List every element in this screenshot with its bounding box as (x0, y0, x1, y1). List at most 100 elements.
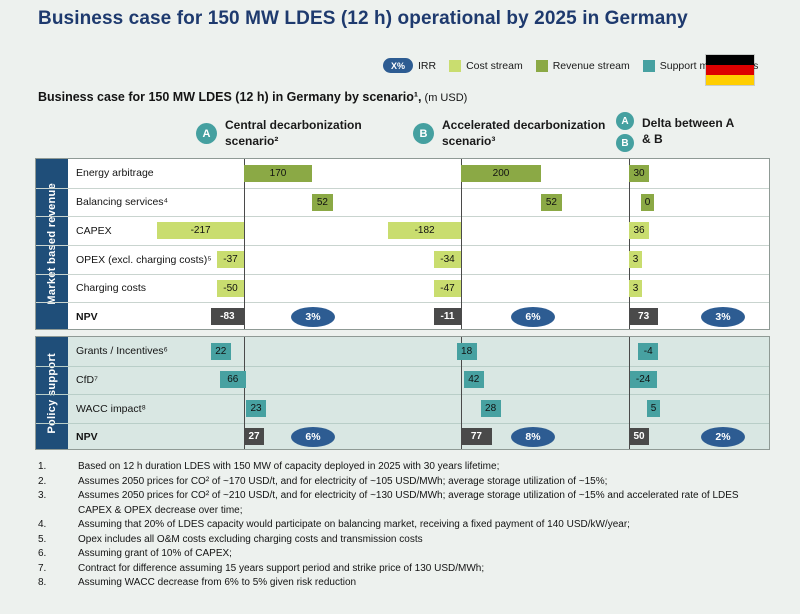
bar-support: 18 (456, 342, 477, 360)
footnote-text: Assuming that 20% of LDES capacity would… (78, 519, 630, 530)
irr-badge: 2% (701, 426, 745, 447)
cost-swatch-icon (449, 59, 462, 72)
section-market-based-revenue: Market based revenue Energy arbitrage Bala… (35, 158, 770, 330)
footnote-number: 7. (38, 562, 47, 574)
irr-badge: 3% (701, 306, 745, 327)
chart-row: OPEX (excl. charging costs)⁵ (36, 245, 769, 274)
bar-cost: 36 (629, 222, 649, 240)
bar-cost: -182 (388, 222, 461, 240)
bar-revenue: 0 (641, 193, 654, 211)
flag-stripe (706, 75, 754, 85)
scenario-a-title: Central decarbonization scenario² (225, 118, 362, 148)
footnote-number: 2. (38, 475, 47, 487)
chart-row: Energy arbitrage (36, 159, 769, 188)
bar-cost: -217 (157, 222, 244, 240)
row-label: OPEX (excl. charging costs)⁵ (76, 253, 212, 266)
legend-label: IRR (418, 59, 437, 72)
footnote-text: Assuming WACC decrease from 6% to 5% giv… (78, 577, 357, 588)
irr-badge: 6% (291, 426, 335, 447)
section-policy-support: Policy support Grants / Incentives⁶ CfD⁷ WA… (35, 336, 770, 450)
bar-support: -4 (638, 342, 659, 360)
row-label: Charging costs (76, 282, 147, 295)
revenue-swatch-icon (535, 59, 548, 72)
footnote-number: 5. (38, 533, 47, 545)
row-label: NPV (76, 311, 98, 324)
footnote-7: 7. Contract for difference assuming 15 ye… (38, 562, 758, 577)
flag-stripe (706, 55, 754, 65)
scenario-b-title: Accelerated decarbonization scenario³ (442, 118, 606, 148)
support-swatch-icon (642, 59, 655, 72)
row-label: WACC impact⁸ (76, 402, 146, 415)
bar-revenue: 30 (629, 164, 649, 182)
germany-flag (706, 55, 754, 85)
chart-row: NPV (36, 302, 769, 331)
footnote-text: Assumes 2050 prices for CO² of ~210 USD/… (78, 490, 739, 516)
zero-axis-line (461, 337, 462, 449)
footnote-text: Based on 12 h duration LDES with 150 MW … (78, 461, 500, 472)
footnote-number: 6. (38, 548, 47, 559)
legend-item-cost: Cost stream (449, 59, 523, 72)
footnote-text: Opex includes all O&M costs excluding ch… (78, 533, 423, 545)
bar-support: 5 (647, 399, 660, 417)
footnote-text: Assumes 2050 prices for CO² of ~170 USD/… (78, 475, 608, 487)
bar-cost: -37 (217, 250, 244, 268)
chart-row: Grants / Incentives⁶ (36, 337, 769, 366)
legend-item-revenue: Revenue stream (535, 59, 630, 72)
bar-support: 66 (219, 371, 246, 389)
bar-support: -24 (629, 371, 657, 389)
bar-revenue: 52 (312, 193, 333, 211)
irr-badge: 8% (511, 426, 555, 447)
flag-stripe (706, 65, 754, 75)
scenario-b-header: B Accelerated decarbonization scenario³ (413, 118, 617, 149)
footnote-number: 4. (38, 519, 47, 530)
footnotes: 1. Based on 12 h duration LDES with 150 M… (38, 460, 758, 591)
chart-subtitle: Business case for 150 MW LDES (12 h) in … (38, 90, 467, 104)
bar-cost: 3 (629, 250, 642, 268)
footnote-8: 8. Assuming WACC decrease from 6% to 5% g… (38, 576, 758, 591)
bar-cost: 3 (629, 279, 642, 297)
legend-item-irr: X% IRR (383, 58, 436, 73)
delta-badge-a: A (616, 112, 634, 130)
row-label: Balancing services⁴ (76, 196, 169, 209)
chart-row: WACC impact⁸ (36, 394, 769, 423)
footnote-number: 1. (38, 461, 47, 472)
bar-support: 23 (246, 399, 266, 417)
zero-axis-line (629, 159, 630, 329)
irr-badge: 6% (511, 306, 555, 327)
footnote-text: Assuming grant of 10% of CAPEX; (78, 548, 232, 559)
footnote-1: 1. Based on 12 h duration LDES with 150 M… (38, 460, 758, 475)
footnote-2: 2. Assumes 2050 prices for CO² of ~170 US… (38, 475, 758, 490)
footnote-number: 8. (38, 577, 47, 588)
chart-row: Charging costs (36, 273, 769, 303)
bar-npv: 77 (461, 428, 492, 446)
bar-npv: 73 (629, 308, 659, 326)
bar-npv: -83 (210, 308, 244, 326)
chart-row: CfD⁷ (36, 365, 769, 395)
footnote-5: 5. Opex includes all O&M costs excluding … (38, 533, 758, 548)
chart-row: CAPEX (36, 216, 769, 245)
zero-axis-line (244, 337, 245, 449)
row-label: Energy arbitrage (76, 167, 154, 180)
legend-label: Revenue stream (552, 59, 630, 72)
bar-revenue: 170 (244, 164, 312, 182)
row-label: NPV (76, 431, 98, 444)
bar-support: 42 (463, 371, 484, 389)
bar-support: 22 (210, 342, 231, 360)
zero-axis-line (629, 337, 630, 449)
bar-cost: -50 (217, 279, 244, 297)
bar-npv: 27 (244, 428, 264, 446)
delta-header: A B Delta between A & B (616, 112, 742, 152)
bar-npv: -11 (434, 308, 461, 326)
section-band: Policy support (36, 337, 68, 449)
chart-row: NPV (36, 422, 769, 452)
bar-npv: 50 (629, 428, 649, 446)
delta-badge-b: B (616, 134, 634, 152)
row-label: CAPEX (76, 225, 112, 238)
section-band: Market based revenue (36, 159, 68, 329)
subtitle-text: Business case for 150 MW LDES (12 h) in … (38, 90, 422, 104)
footnote-4: 4. Assuming that 20% of LDES capacity wou… (38, 518, 758, 533)
irr-oval-icon: X% (383, 58, 413, 73)
bar-support: 28 (480, 399, 501, 417)
scenario-b-badge: B (413, 123, 434, 145)
